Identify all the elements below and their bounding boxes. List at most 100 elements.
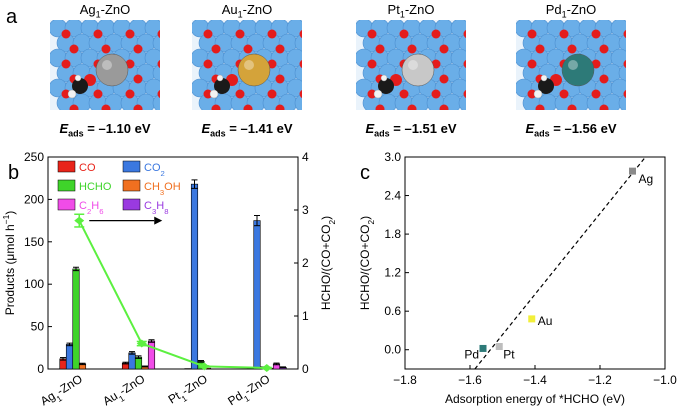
legend-label: C3H8 (144, 200, 168, 216)
molecule-carbon (214, 78, 230, 94)
oxygen-atom (203, 29, 213, 39)
x-tick-label: −1.2 (588, 373, 612, 387)
zinc-atom (458, 33, 466, 53)
oxygen-atom (203, 59, 213, 69)
legend-label: HCHO (79, 181, 112, 193)
zinc-atom (152, 33, 160, 53)
oxygen-atom (439, 74, 449, 84)
model-title: Pt1-ZnO (387, 2, 435, 20)
oxygen-atom (367, 89, 377, 99)
legend-label: C2H6 (79, 200, 103, 216)
oxygen-atom (267, 89, 277, 99)
legend-label: CH3OH (144, 181, 181, 197)
zinc-atom (618, 63, 626, 83)
zinc-atom (294, 93, 302, 110)
oxygen-atom (535, 104, 545, 110)
metal-highlight (244, 60, 254, 70)
oxygen-atom (235, 89, 245, 99)
zinc-atom (618, 93, 626, 110)
legend-label: CO2 (144, 162, 165, 178)
oxygen-atom (243, 104, 253, 110)
oxygen-atom (407, 44, 417, 54)
oxygen-atom (535, 44, 545, 54)
zinc-atom (450, 20, 466, 38)
y-tick-label: 250 (24, 150, 44, 164)
adsorption-energy-label: Eads = –1.51 eV (365, 121, 457, 139)
oxygen-atom (599, 44, 609, 54)
y-axis-label: Products (μmol h−1) (1, 211, 17, 316)
point-label: Pt (503, 348, 515, 362)
zinc-atom (610, 20, 626, 38)
x-axis-label: Adsorption energy of *HCHO (eV) (445, 392, 625, 406)
oxygen-atom (299, 89, 302, 99)
oxygen-atom (211, 104, 221, 110)
adsorption-energy-label: Eads = –1.10 eV (59, 121, 151, 139)
zinc-atom (286, 78, 302, 98)
metal-highlight (102, 60, 112, 70)
oxygen-atom (431, 89, 441, 99)
point-label: Au (538, 314, 553, 328)
zinc-atom (144, 48, 160, 68)
oxygen-atom (407, 104, 417, 110)
oxygen-atom (93, 29, 103, 39)
oxygen-atom (623, 59, 626, 69)
zinc-atom (618, 33, 626, 53)
oxygen-atom (527, 89, 537, 99)
metal-highlight (408, 60, 418, 70)
oxygen-atom (559, 89, 569, 99)
point-label: Pd (464, 347, 479, 361)
zinc-atom (294, 33, 302, 53)
molecule-carbon (378, 78, 394, 94)
adsorption-energy-label: Eads = –1.41 eV (201, 121, 293, 139)
y-tick-label: 1.2 (384, 266, 401, 280)
panel-letter-a: a (6, 6, 18, 28)
adsorption-energy-label: Eads = –1.56 eV (525, 121, 617, 139)
zinc-atom (610, 48, 626, 68)
oxygen-atom (61, 59, 71, 69)
y-tick-label: 3.0 (384, 150, 401, 164)
legend-label: CO (79, 162, 96, 174)
legend-swatch (57, 179, 76, 192)
x-tick-label: −1.6 (458, 373, 482, 387)
oxygen-atom (375, 104, 385, 110)
oxygen-atom (591, 29, 601, 39)
molecule-carbon (538, 78, 554, 94)
x-tick-label: −1.0 (653, 373, 677, 387)
zinc-atom (152, 93, 160, 110)
oxygen-atom (463, 29, 466, 39)
oxygen-atom (299, 29, 302, 39)
oxygen-atom (299, 59, 302, 69)
bar (134, 356, 143, 370)
oxygen-atom (125, 89, 135, 99)
y-tick-label: 1.8 (384, 227, 401, 241)
molecule-carbon (72, 78, 88, 94)
oxygen-atom (275, 74, 285, 84)
zinc-atom (144, 78, 160, 98)
oxygen-atom (203, 89, 213, 99)
y-axis-label: HCHO/(CO+CO2) (358, 216, 376, 310)
y2-axis-label: HCHO/(CO+CO2) (319, 216, 337, 310)
zinc-atom (294, 63, 302, 83)
point-label: Ag (639, 172, 654, 186)
oxygen-atom (367, 59, 377, 69)
y2-tick-label: 3 (302, 203, 309, 217)
bar (72, 268, 80, 370)
oxygen-atom (527, 29, 537, 39)
metal-highlight (568, 60, 578, 70)
oxygen-atom (69, 44, 79, 54)
y-tick-label: 2.4 (384, 189, 401, 203)
ratio-point (261, 363, 272, 372)
oxygen-atom (93, 89, 103, 99)
oxygen-atom (599, 74, 609, 84)
x-tick-label: Ag1-ZnO (38, 372, 87, 412)
legend-swatch (57, 160, 76, 173)
oxygen-atom (211, 44, 221, 54)
molecule-hydrogen (380, 74, 388, 82)
data-point (629, 167, 636, 175)
y-tick-label: 200 (24, 192, 44, 206)
y2-tick-label: 1 (302, 309, 309, 323)
y-tick-label: 0.6 (384, 304, 401, 318)
y2-tick-label: 4 (302, 150, 309, 164)
oxygen-atom (243, 44, 253, 54)
model-title: Au1-ZnO (221, 2, 273, 20)
